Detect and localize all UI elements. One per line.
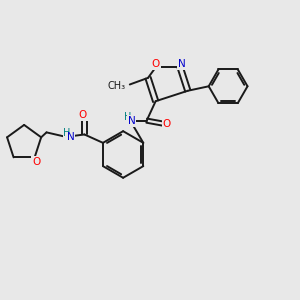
Text: N: N	[67, 133, 74, 142]
Text: O: O	[32, 157, 40, 166]
Text: CH₃: CH₃	[107, 81, 125, 91]
Text: N: N	[178, 59, 186, 69]
Text: N: N	[128, 116, 136, 126]
Text: O: O	[163, 118, 171, 129]
Text: O: O	[152, 59, 160, 69]
Text: H: H	[124, 112, 131, 122]
Text: O: O	[79, 110, 87, 120]
Text: H: H	[63, 128, 71, 138]
